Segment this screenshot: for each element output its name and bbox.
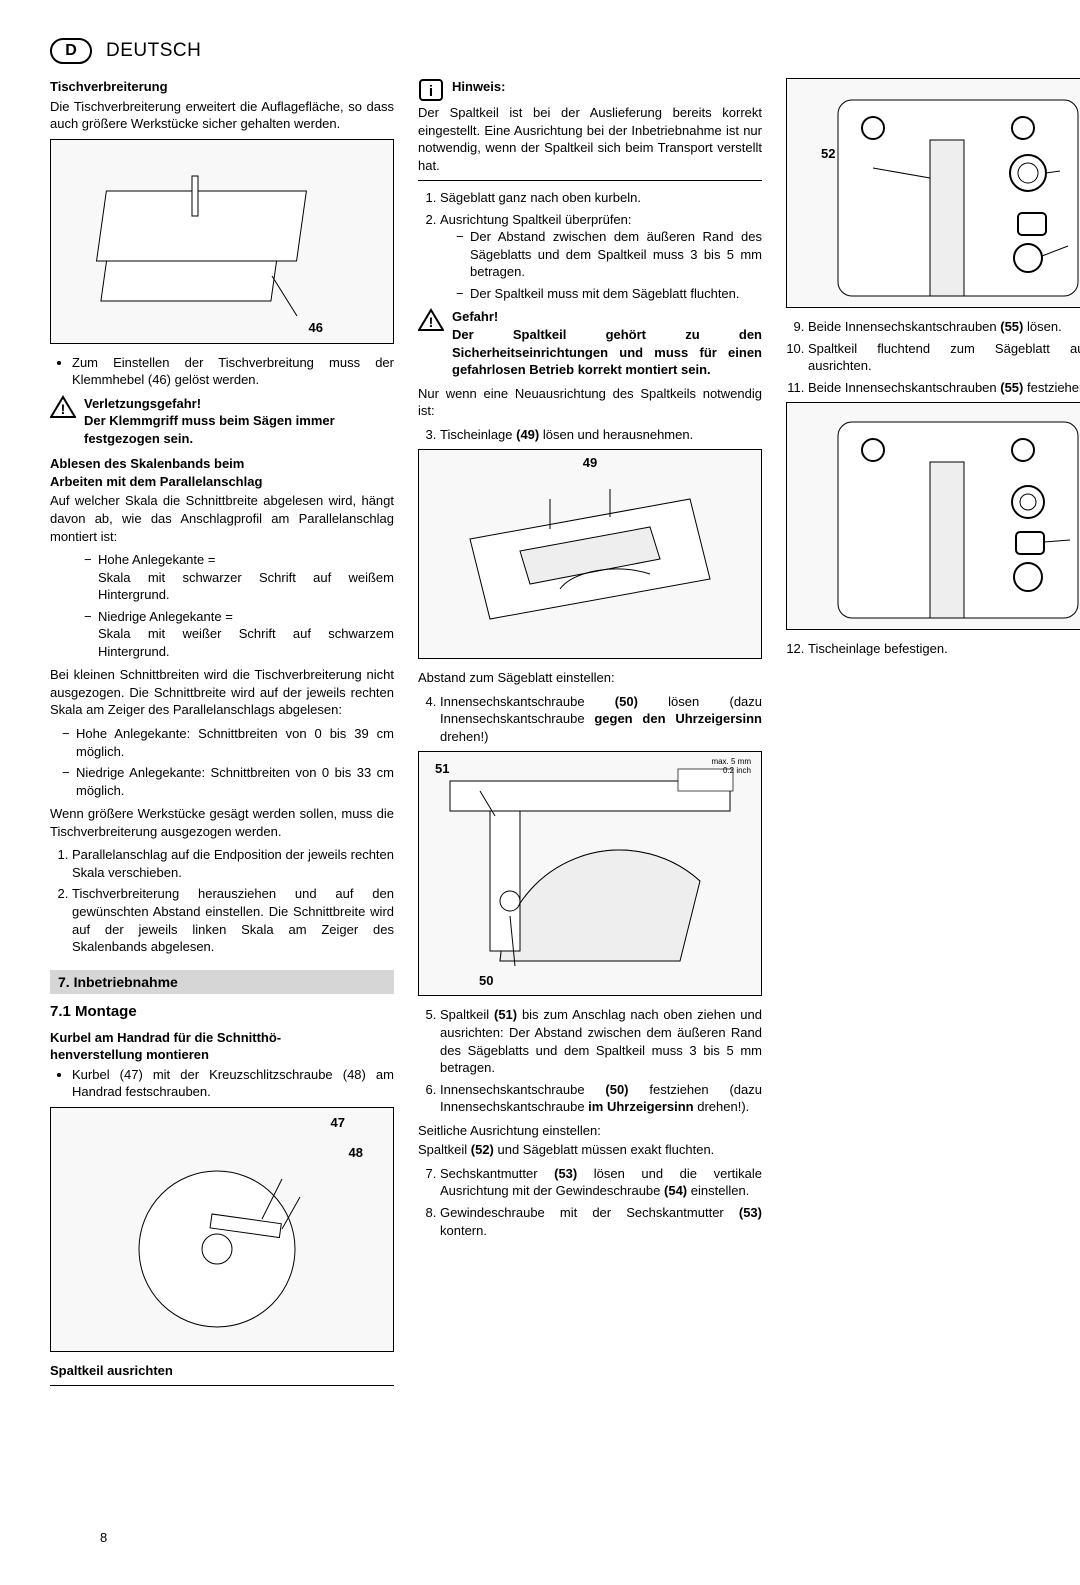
note-max5mm: max. 5 mm 0.2 inch [711,758,751,776]
list-item: Spaltkeil fluchtend zum Sägeblatt ausric… [808,340,1080,375]
list-item: Der Abstand zwischen dem äußeren Rand de… [456,228,762,281]
illustration-handwheel [82,1119,362,1339]
list-item: Beide Innensechskantschrauben (55) festz… [808,379,1080,397]
numbered-list: Tischeinlage (49) lösen und herausnehmen… [440,426,762,444]
numbered-list: Innensechskantschraube (50) lösen (dazu … [440,693,762,746]
figure-50-51: 51 50 max. 5 mm 0.2 inch [418,751,762,996]
list-item: Innensechskantschraube (50) lösen (dazu … [440,693,762,746]
dash-list: Hohe Anlegekante: Schnittbreiten von 0 b… [62,725,394,799]
paragraph: Abstand zum Sägeblatt einstellen: [418,669,762,687]
numbered-list: Parallelanschlag auf die Endposition der… [72,846,394,955]
list-item: Gewindeschraube mit der Sechskantmutter … [440,1204,762,1239]
list-item: Parallelanschlag auf die Endposition der… [72,846,394,881]
warning-title: Verletzungsgefahr! [84,396,201,411]
danger-notice: ! Gefahr! Der Spaltkeil gehört zu den Si… [418,308,762,378]
svg-text:!: ! [429,314,434,330]
warning-text: Der Klemmgriff muss beim Sägen immer fes… [84,413,335,446]
figure-52-53-54: 52 53 54 [786,78,1080,308]
info-notice: i Hinweis: Der Spaltkeil ist bei der Aus… [418,78,762,174]
content-columns: Tischverbreiterung Die Tischverbreiterun… [50,78,1080,1458]
heading-spaltkeil: Spaltkeil ausrichten [50,1362,394,1380]
paragraph: Bei kleinen Schnittbreiten wird die Tisc… [50,666,394,719]
list-item: Tischeinlage (49) lösen und herausnehmen… [440,426,762,444]
list-item: Zum Einstellen der Tischverbreitung muss… [72,354,394,389]
info-icon: i [418,78,444,102]
bullet-list: Zum Einstellen der Tischverbreitung muss… [72,354,394,389]
numbered-list: Sägeblatt ganz nach oben kurbeln. Ausric… [440,189,762,302]
section-heading-7: 7. Inbetriebnahme [50,970,394,995]
list-item: Niedrige Anlegekante: Schnittbreiten von… [62,764,394,799]
figure-55: 55 [786,402,1080,630]
page-number: 8 [100,1529,107,1547]
numbered-list: Sechskantmutter (53) lösen und die verti… [440,1165,762,1239]
list-item: Tischeinlage befestigen. [808,640,1080,658]
callout-50: 50 [479,972,493,990]
list-item: Ausrichtung Spaltkeil überprüfen: Der Ab… [440,211,762,303]
danger-title: Gefahr! [452,309,498,324]
callout-52: 52 [821,145,835,163]
list-item: Sägeblatt ganz nach oben kurbeln. [440,189,762,207]
callout-49: 49 [583,454,597,472]
callout-46: 46 [309,319,323,337]
paragraph: Nur wenn eine Neuausrichtung des Spaltke… [418,385,762,420]
list-item: Niedrige Anlegekante =Skala mit weißer S… [84,608,394,661]
paragraph: Seitliche Ausrichtung einstellen: [418,1122,762,1140]
dash-list: Hohe Anlegekante =Skala mit schwarzer Sc… [84,551,394,660]
paragraph: Wenn größere Werkstücke gesägt werden so… [50,805,394,840]
numbered-list: Spaltkeil (51) bis zum Anschlag nach obe… [440,1006,762,1115]
illustration-table-insert [450,459,730,649]
callout-47: 47 [331,1114,345,1132]
page-header: D DEUTSCH [50,38,1080,64]
info-title: Hinweis: [452,79,505,94]
svg-text:i: i [429,83,433,100]
heading-kurbel: Kurbel am Handrad für die Schnitthö-henv… [50,1029,394,1064]
illustration-alignment-bottom [818,412,1080,620]
figure-47-48: 47 48 [50,1107,394,1352]
warning-notice: ! Verletzungsgefahr! Der Klemmgriff muss… [50,395,394,448]
figure-49: 49 [418,449,762,659]
subsection-heading-7-1: 7.1 Montage [50,1002,394,1022]
numbered-list: Tischeinlage befestigen. [808,640,1080,658]
list-item: Sechskantmutter (53) lösen und die verti… [440,1165,762,1200]
illustration-table-saw [82,151,362,331]
callout-51: 51 [435,760,449,778]
info-text: Der Spaltkeil ist bei der Auslieferung b… [418,104,762,174]
numbered-list: Beide Innensechskantschrauben (55) lösen… [808,318,1080,396]
paragraph: Spaltkeil (52) und Sägeblatt müssen exak… [418,1141,762,1159]
svg-text:!: ! [61,401,66,417]
language-badge: D [50,38,92,64]
divider [50,1385,394,1386]
list-item: Hohe Anlegekante =Skala mit schwarzer Sc… [84,551,394,604]
figure-46: 46 [50,139,394,344]
heading-tischverbreiterung: Tischverbreiterung [50,78,394,96]
bullet-list: Kurbel (47) mit der Kreuzschlitzschraube… [72,1066,394,1101]
language-label: DEUTSCH [106,38,201,64]
warning-icon: ! [418,308,444,332]
heading-ablesen: Ablesen des Skalenbands beimArbeiten mit… [50,455,394,490]
list-item: Tischverbreiterung herausziehen und auf … [72,885,394,955]
divider [418,180,762,181]
illustration-alignment-top [818,88,1080,298]
illustration-riving-knife [440,761,740,986]
list-item: Innensechskantschraube (50) festziehen (… [440,1081,762,1116]
paragraph: Die Tischverbreiterung erweitert die Auf… [50,98,394,133]
list-item: Spaltkeil (51) bis zum Anschlag nach obe… [440,1006,762,1076]
list-item: Beide Innensechskantschrauben (55) lösen… [808,318,1080,336]
list-item: Der Spaltkeil muss mit dem Sägeblatt flu… [456,285,762,303]
list-item: Kurbel (47) mit der Kreuzschlitzschraube… [72,1066,394,1101]
list-item: Hohe Anlegekante: Schnittbreiten von 0 b… [62,725,394,760]
callout-48: 48 [349,1144,363,1162]
danger-text: Der Spaltkeil gehört zu den Sicherheitse… [452,327,762,377]
warning-icon: ! [50,395,76,419]
paragraph: Auf welcher Skala die Schnittbreite abge… [50,492,394,545]
